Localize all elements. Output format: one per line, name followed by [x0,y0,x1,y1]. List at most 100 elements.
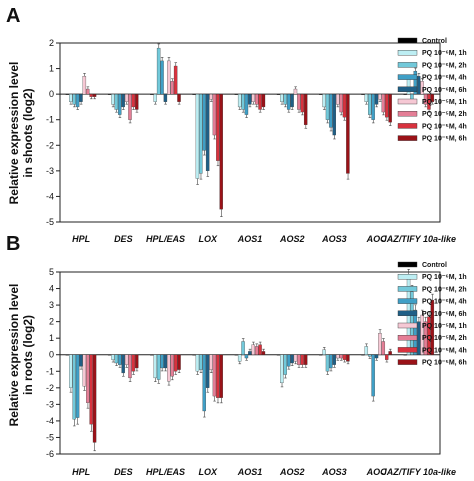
bar [283,93,287,105]
bar [163,354,168,369]
bar [293,88,298,95]
bar [121,93,125,108]
legend-label: PQ 10⁻⁵M, 4h [422,347,467,354]
panel-a-plot: -5 -4 -3 -2 -1 0 1 2 HPL DES HPL/EAS LOX AOS1 AOS2 AOS… [46,38,456,244]
bar [241,341,245,355]
bar [423,321,428,355]
bar [114,354,119,364]
bar [385,93,389,118]
bar [261,93,266,108]
bar [150,354,154,356]
bar [368,93,372,115]
legend-swatch [397,274,418,280]
bar [131,354,136,372]
bar [89,354,93,425]
bar [121,354,125,374]
bar [69,93,73,102]
category-label: AOS1 [237,234,263,244]
bar [300,93,304,113]
legend-label: PQ 10⁻⁵M, 4h [422,123,467,130]
bar [371,93,375,120]
bar [335,93,340,105]
bar [297,93,301,110]
legend-label: PQ 10⁻⁵M, 6h [422,360,467,367]
bar [241,93,245,110]
bar [79,354,83,367]
y-tick-label: 0 [49,89,54,99]
bar [280,93,284,102]
bar [244,93,249,115]
bar [177,93,181,102]
bar [195,354,200,372]
bar [361,93,365,95]
y-tick-label: 0 [49,350,54,360]
y-tick-label: 2 [49,38,54,48]
bar [153,93,157,102]
legend-label: PQ 10⁻⁶M, 6h [422,87,467,94]
bar [170,354,174,377]
legend-swatch [397,74,418,80]
bar [72,93,76,105]
legend-label: Control [422,38,447,45]
bar [364,346,369,355]
bar [251,344,255,355]
bar [293,354,298,362]
panel-a-ylabel-line2: in shoots (log2) [21,88,35,177]
legend-swatch [397,98,418,105]
bar [107,354,112,356]
bar [368,354,372,357]
bar [286,93,291,110]
legend-label: PQ 10⁻⁶M, 1h [422,50,467,57]
bar [248,351,252,355]
bar [216,354,220,398]
bar [177,354,181,370]
legend-label: PQ 10⁻⁵M, 1h [422,99,467,106]
bar [261,351,266,355]
bar [381,93,386,113]
legend-label: PQ 10⁻⁶M, 4h [422,75,467,82]
legend-label: Control [422,262,447,269]
y-tick-label: -5 [46,432,54,442]
bar [153,354,157,379]
bar [364,93,369,102]
bar [297,354,301,365]
bar [251,93,255,102]
plot-frame [59,42,441,223]
bar [286,354,291,367]
bar [276,93,281,95]
bar [403,93,407,95]
bar [199,354,203,370]
bar [156,47,161,95]
bar [410,93,414,100]
legend-swatch [397,62,418,68]
bar [75,93,80,108]
bar [385,354,389,360]
bar [378,93,382,100]
bar [209,93,213,100]
category-label: DES [114,234,133,244]
bar [219,93,223,210]
y-tick-label: 1 [49,333,54,343]
bar [135,354,139,369]
category-label: AOS1 [237,467,263,477]
bar [234,93,238,95]
y-tick-label: 2 [49,317,54,327]
y-tick-label: -3 [46,399,54,409]
panel-b-plot: -6 -5 -4 -3 -2 -1 0 1 2 3 4 5 HPL DES HPL/EAS LOX AOS1 AO… [46,267,456,477]
legend-label: PQ 10⁻⁵M, 1h [422,323,467,330]
y-tick-label: -2 [46,383,54,393]
bar [420,314,424,355]
bar [205,93,210,171]
category-label: HPL [72,234,90,244]
category-label: AOS3 [321,234,347,244]
bar [111,93,115,105]
y-tick-label: -3 [46,166,54,176]
bar [283,354,287,375]
legend-swatch [397,359,418,365]
y-tick-label: 5 [49,267,54,277]
y-tick-label: -4 [46,416,54,426]
y-tick-label: -4 [46,191,54,201]
bar [124,354,129,365]
bar [160,354,164,369]
